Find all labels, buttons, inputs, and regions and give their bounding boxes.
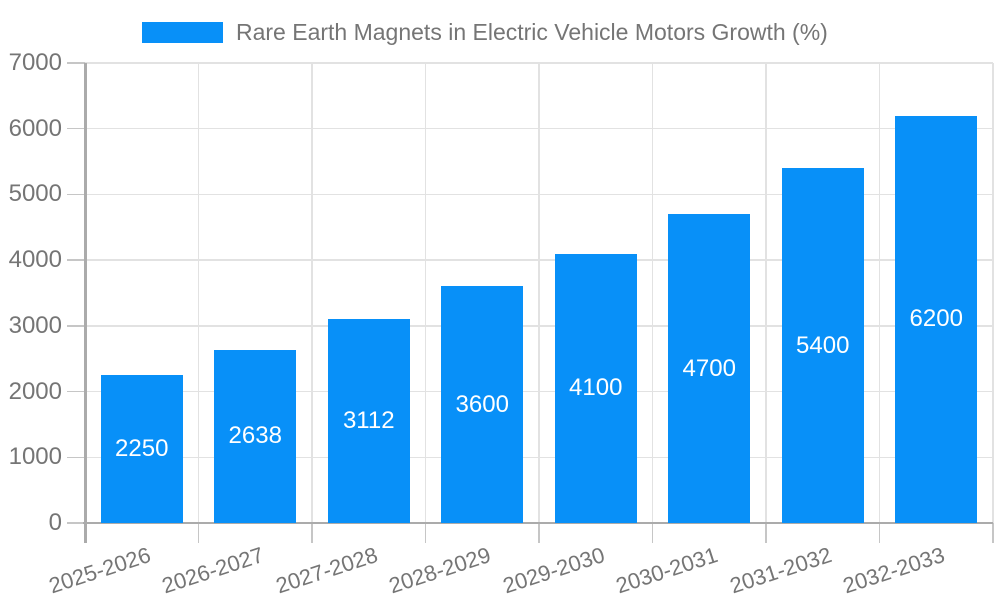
- bar-value-label: 4700: [682, 354, 736, 382]
- y-tick-mark: [67, 259, 85, 261]
- bar[interactable]: 4700: [668, 214, 751, 523]
- x-axis-line: [83, 521, 993, 524]
- x-gridline: [538, 63, 540, 523]
- y-axis-tick-label: 5000: [8, 180, 62, 208]
- x-gridline: [197, 63, 200, 523]
- y-tick-mark: [67, 127, 85, 130]
- y-tick-mark: [67, 193, 85, 196]
- bar-value-label: 3600: [455, 390, 509, 418]
- x-gridline: [992, 63, 994, 523]
- x-axis-category-label: 2027-2028: [272, 542, 381, 599]
- y-axis-tick-label: 0: [48, 509, 62, 536]
- x-tick-mark: [992, 523, 994, 543]
- bar-value-label: 6200: [909, 305, 963, 333]
- bar[interactable]: 3112: [327, 318, 410, 523]
- x-tick-mark: [311, 523, 313, 543]
- x-tick-mark: [765, 523, 767, 543]
- bar-value-label: 3112: [342, 406, 395, 434]
- x-tick-mark: [878, 523, 881, 543]
- x-axis-category-label: 2026-2027: [158, 542, 267, 599]
- y-tick-mark: [67, 325, 85, 327]
- y-tick-mark: [67, 522, 85, 524]
- x-gridline: [311, 63, 313, 523]
- legend-swatch: [142, 21, 223, 43]
- y-axis-line: [84, 63, 87, 543]
- x-tick-mark: [538, 523, 540, 543]
- bar[interactable]: 4100: [554, 253, 637, 523]
- y-tick-mark: [67, 62, 85, 64]
- y-axis-tick-label: 2000: [8, 377, 62, 405]
- bar-value-label: 5400: [796, 331, 850, 359]
- legend-label: Rare Earth Magnets in Electric Vehicle M…: [236, 19, 828, 45]
- bar-value-label: 2638: [228, 422, 282, 450]
- y-tick-mark: [67, 390, 85, 393]
- x-gridline: [651, 63, 654, 523]
- bar[interactable]: 5400: [781, 168, 864, 523]
- x-tick-mark: [197, 523, 200, 543]
- y-axis-tick-label: 1000: [8, 443, 62, 471]
- x-axis-category-label: 2029-2030: [499, 542, 608, 599]
- y-axis-tick-label: 6000: [8, 114, 62, 142]
- x-axis-category-label: 2030-2031: [612, 542, 721, 599]
- x-axis-category-label: 2032-2033: [839, 542, 948, 599]
- bar-value-label: 2250: [115, 435, 169, 463]
- bar[interactable]: 3600: [441, 286, 524, 523]
- bar[interactable]: 6200: [895, 115, 978, 523]
- y-axis-tick-label: 4000: [8, 246, 62, 274]
- x-axis-category-label: 2031-2032: [726, 542, 835, 599]
- x-gridline: [878, 63, 881, 523]
- bar[interactable]: 2638: [214, 349, 297, 523]
- x-axis-category-label: 2025-2026: [45, 542, 154, 599]
- bar-value-label: 4100: [569, 374, 623, 402]
- y-tick-mark: [67, 456, 85, 459]
- bar[interactable]: 2250: [100, 375, 183, 523]
- y-axis-tick-label: 3000: [8, 311, 62, 339]
- x-tick-mark: [651, 523, 654, 543]
- x-gridline: [424, 63, 427, 523]
- legend-item[interactable]: Rare Earth Magnets in Electric Vehicle M…: [142, 20, 828, 44]
- x-tick-mark: [424, 523, 427, 543]
- x-gridline: [765, 63, 767, 523]
- x-axis-category-label: 2028-2029: [385, 542, 494, 599]
- y-axis-tick-label: 7000: [8, 49, 62, 76]
- plot-area: 0 1000 2000 3000 4000 5000 6000 7000 2250 2638 311…: [9, 50, 994, 598]
